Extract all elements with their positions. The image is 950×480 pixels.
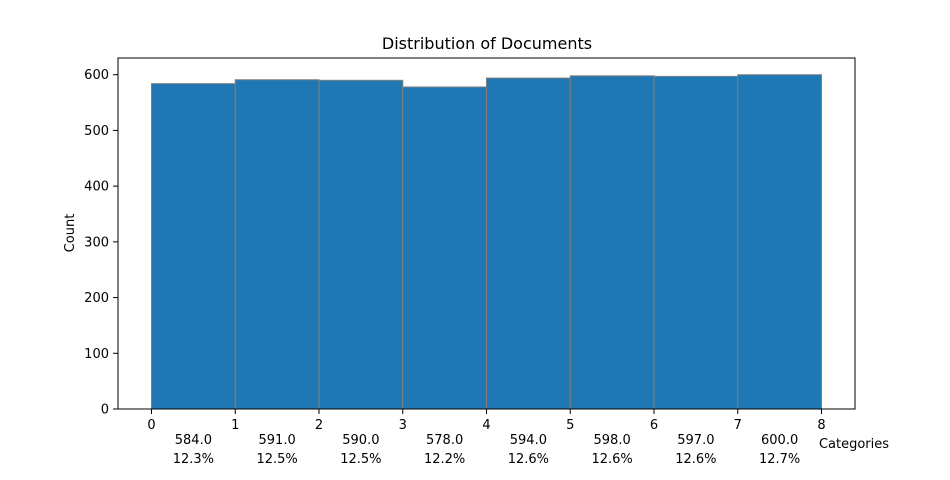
bar-count-label: 598.0 — [594, 433, 631, 448]
histogram-bar — [402, 86, 487, 410]
x-tick-label: 8 — [817, 418, 825, 433]
y-tick-label: 300 — [84, 235, 109, 250]
bar-percent-label: 12.3% — [173, 452, 214, 467]
y-tick-label: 200 — [84, 291, 109, 306]
y-tick-label: 400 — [84, 180, 109, 195]
x-tick-label: 7 — [734, 418, 742, 433]
x-tick-label: 5 — [566, 418, 574, 433]
histogram-bar — [653, 75, 739, 410]
bar-count-label: 578.0 — [426, 433, 463, 448]
histogram-bar — [737, 74, 822, 410]
y-tick-label: 0 — [101, 403, 109, 418]
bar-percent-label: 12.2% — [424, 452, 465, 467]
bar-count-label: 591.0 — [259, 433, 296, 448]
histogram-bar — [151, 83, 236, 410]
histogram-bar — [569, 75, 655, 410]
bar-percent-label: 12.6% — [591, 452, 632, 467]
bar-percent-label: 12.5% — [256, 452, 297, 467]
bar-count-label: 600.0 — [761, 433, 798, 448]
chart-title: Distribution of Documents — [382, 34, 592, 53]
bar-count-label: 597.0 — [677, 433, 714, 448]
bar-percent-label: 12.7% — [759, 452, 800, 467]
histogram-bar — [486, 77, 571, 410]
bar-percent-label: 12.6% — [508, 452, 549, 467]
bar-count-label: 584.0 — [175, 433, 212, 448]
y-tick-label: 100 — [84, 347, 109, 362]
x-tick-label: 6 — [650, 418, 658, 433]
x-tick-label: 3 — [399, 418, 407, 433]
bar-count-label: 590.0 — [342, 433, 379, 448]
histogram-bar — [318, 79, 404, 410]
y-axis-label: Count — [63, 214, 78, 253]
x-axis-label: Categories — [819, 437, 889, 452]
x-tick-label: 2 — [315, 418, 323, 433]
bar-count-label: 594.0 — [510, 433, 547, 448]
plot-area: 0 1 2 3 4 5 6 7 8 0 100 200 300 400 500 600 584.0 12.3% 59… — [84, 57, 856, 467]
histogram-bar — [234, 79, 320, 410]
x-tick-label: 1 — [231, 418, 239, 433]
x-tick-label: 0 — [147, 418, 155, 433]
bar-percent-label: 12.6% — [675, 452, 716, 467]
bar-percent-label: 12.5% — [340, 452, 381, 467]
y-tick-label: 500 — [84, 124, 109, 139]
y-tick-label: 600 — [84, 68, 109, 83]
x-tick-label: 4 — [482, 418, 490, 433]
